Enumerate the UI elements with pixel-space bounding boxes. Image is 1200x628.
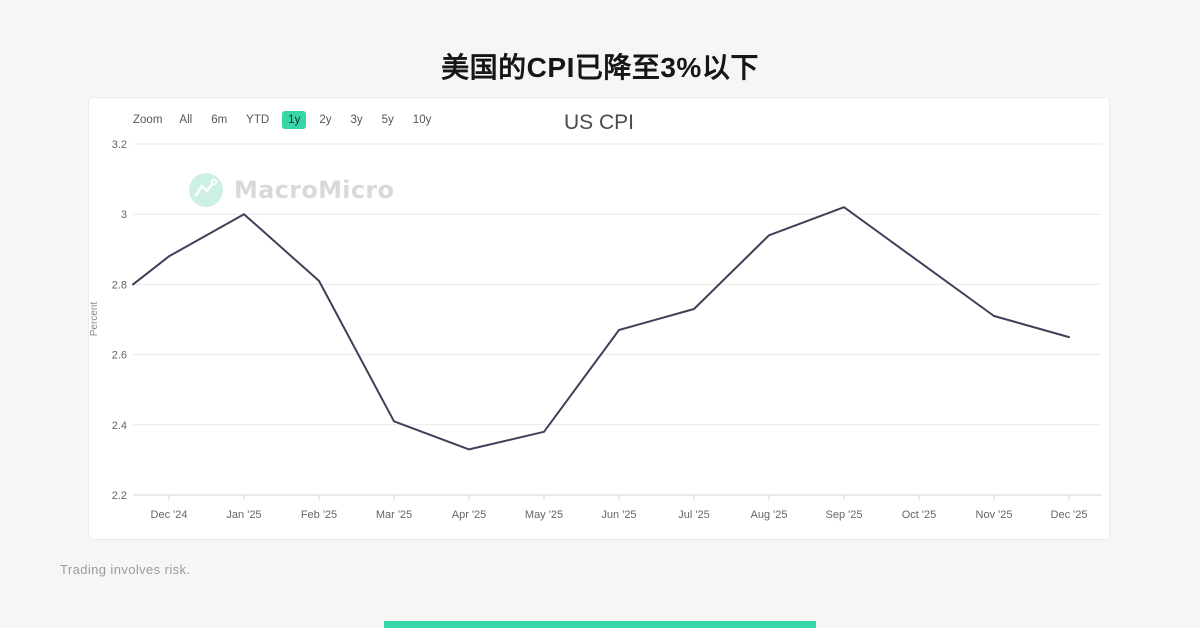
- cpi-series-line: [132, 206, 1070, 451]
- disclaimer-text: Trading involves risk.: [60, 562, 191, 577]
- chart-title: US CPI: [563, 111, 634, 134]
- range-button-10y[interactable]: 10y: [407, 111, 438, 129]
- range-button-1y[interactable]: 1y: [282, 111, 307, 129]
- svg-text:Apr '25: Apr '25: [452, 509, 487, 521]
- svg-text:Feb '25: Feb '25: [301, 509, 337, 521]
- range-button-5y[interactable]: 5y: [376, 111, 400, 129]
- range-button-2y[interactable]: 2y: [313, 111, 337, 129]
- svg-text:2.4: 2.4: [112, 420, 127, 432]
- svg-text:Dec '24: Dec '24: [151, 509, 188, 521]
- y-axis-title: Percent: [89, 302, 100, 337]
- svg-text:May '25: May '25: [525, 509, 563, 521]
- svg-text:Dec '25: Dec '25: [1051, 509, 1088, 521]
- range-button-all[interactable]: All: [173, 111, 198, 129]
- y-gridlines: [133, 143, 1101, 496]
- svg-text:2.6: 2.6: [112, 350, 127, 362]
- svg-text:3: 3: [121, 209, 127, 221]
- range-button-6m[interactable]: 6m: [205, 111, 233, 129]
- range-button-3y[interactable]: 3y: [344, 111, 368, 129]
- svg-text:Jul '25: Jul '25: [678, 509, 709, 521]
- range-toolbar: Zoom All 6m YTD 1y 2y 3y 5y 10y: [133, 111, 437, 129]
- zoom-label: Zoom: [133, 114, 163, 126]
- svg-text:Nov '25: Nov '25: [976, 509, 1013, 521]
- svg-text:Jun '25: Jun '25: [601, 509, 636, 521]
- page-title: 美国的CPI已降至3%以下: [441, 52, 759, 83]
- x-axis-labels: Dec '24 Jan '25 Feb '25 Mar '25 Apr '25 May '…: [151, 509, 1088, 521]
- range-buttons: All 6m YTD 1y 2y 3y 5y 10y: [173, 111, 437, 129]
- y-axis-labels: 3.2 3 2.8 2.6 2.4 2.2: [112, 139, 127, 502]
- svg-text:3.2: 3.2: [112, 139, 127, 151]
- svg-text:Mar '25: Mar '25: [376, 509, 412, 521]
- svg-text:Aug '25: Aug '25: [751, 509, 788, 521]
- chart-card: 3.2 3 2.8 2.6 2.4 2.2 Percent Dec '24 Jan '25 Feb…: [88, 97, 1110, 540]
- range-button-ytd[interactable]: YTD: [240, 111, 275, 129]
- svg-text:2.8: 2.8: [112, 279, 127, 291]
- bottom-accent-bar: [384, 621, 816, 628]
- cpi-line-chart[interactable]: 3.2 3 2.8 2.6 2.4 2.2 Percent Dec '24 Jan '25 Feb…: [89, 98, 1111, 541]
- svg-text:Jan '25: Jan '25: [226, 509, 261, 521]
- svg-text:Oct '25: Oct '25: [902, 509, 937, 521]
- x-axis: [133, 494, 1101, 500]
- svg-text:2.2: 2.2: [112, 490, 127, 502]
- svg-text:Sep '25: Sep '25: [826, 509, 863, 521]
